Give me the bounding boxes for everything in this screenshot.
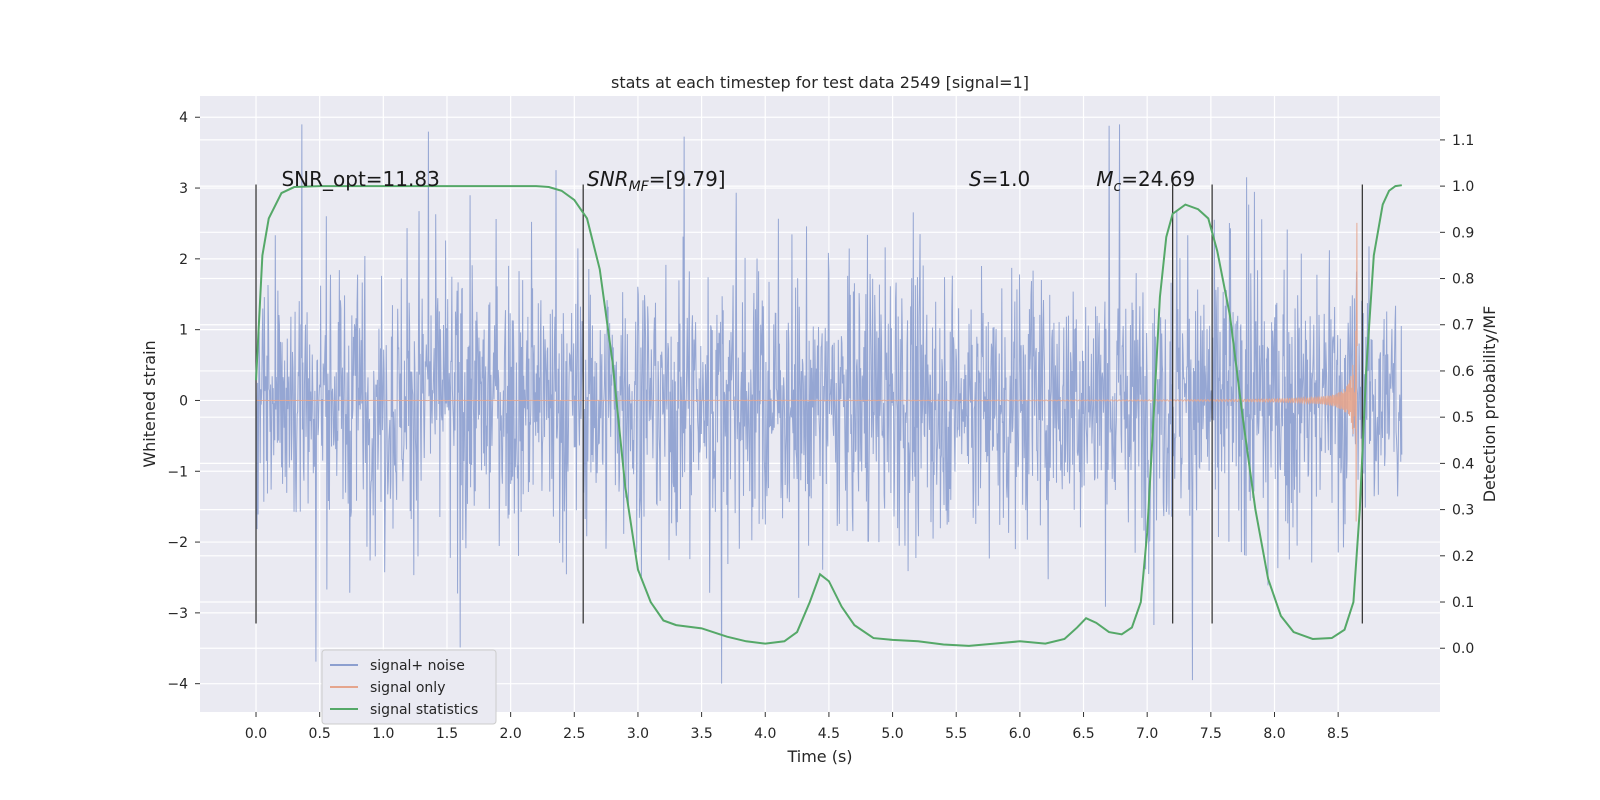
legend-label-signal-noise: signal+ noise: [370, 658, 465, 674]
y2-tick-label: 0.7: [1452, 318, 1474, 334]
annotation-s-value: S=1.0: [969, 167, 1030, 191]
y-tick-label: 3: [179, 181, 188, 197]
y-tick-label: 4: [179, 110, 188, 126]
annotations: SNR_opt=11.83 SNRMF=[9.79] S=1.0 Mc=24.69: [281, 167, 1195, 195]
y-tick-label: −2: [167, 535, 188, 551]
annotation-snr-mf: SNRMF=[9.79]: [587, 167, 726, 195]
y2-tick-label: 0.8: [1452, 272, 1474, 288]
x-tick-label: 1.0: [372, 726, 394, 742]
x-tick-label: 8.0: [1263, 726, 1285, 742]
x-tick-label: 2.5: [563, 726, 585, 742]
y2-tick-label: 0.9: [1452, 225, 1474, 241]
x-tick-label: 3.0: [627, 726, 649, 742]
y-axis-label: Whitened strain: [140, 340, 159, 467]
statistics-line: [255, 184, 1402, 647]
y2-tick-label: 0.6: [1452, 364, 1474, 380]
y2-tick-label: 0.5: [1452, 410, 1474, 426]
y2-tick-label: 1.1: [1452, 133, 1474, 149]
marker-lines: [255, 184, 1363, 624]
y2-tick-label: 1.0: [1452, 179, 1474, 195]
y-tick-label: −1: [167, 464, 188, 480]
annotation-chirp-mass: Mc=24.69: [1096, 167, 1195, 195]
chart-title: stats at each timestep for test data 254…: [611, 73, 1029, 92]
y2-axis-label: Detection probability/MF: [1480, 306, 1499, 503]
x-tick-label: 0.5: [309, 726, 331, 742]
x-tick-label: 6.0: [1009, 726, 1031, 742]
x-tick-label: 5.5: [945, 726, 967, 742]
y2-tick-label: 0.0: [1452, 641, 1474, 657]
annotation-snr-opt: SNR_opt=11.83: [281, 167, 439, 191]
x-tick-label: 0.0: [245, 726, 267, 742]
x-tick-label: 7.0: [1136, 726, 1158, 742]
x-axis-label: Time (s): [786, 747, 852, 766]
x-tick-label: 6.5: [1072, 726, 1094, 742]
y-tick-label: 1: [179, 323, 188, 339]
y-tick-label: 2: [179, 252, 188, 268]
y-tick-label: 0: [179, 393, 188, 409]
signal-trace: [255, 222, 1358, 522]
noise-trace: [255, 124, 1403, 684]
tick-labels: 0.0 0.5 1.0 1.5 2.0 2.5 3.0 3.5 4.0 4.5 5.0 5.5 6.0 6…: [167, 110, 1474, 742]
x-tick-label: 7.5: [1200, 726, 1222, 742]
x-tick-label: 4.5: [818, 726, 840, 742]
y2-tick-label: 0.2: [1452, 549, 1474, 565]
x-tick-label: 3.5: [690, 726, 712, 742]
x-tick-label: 8.5: [1327, 726, 1349, 742]
series-signal-only: [255, 222, 1358, 522]
y-tick-label: −4: [167, 677, 188, 693]
y2-tick-label: 0.1: [1452, 595, 1474, 611]
series-signal-statistics: [255, 184, 1402, 647]
x-tick-label: 4.0: [754, 726, 776, 742]
x-tick-label: 1.5: [436, 726, 458, 742]
y2-tick-label: 0.4: [1452, 456, 1474, 472]
legend: signal+ noise signal only signal statist…: [321, 649, 497, 725]
x-tick-label: 5.0: [881, 726, 903, 742]
series-signal-noise: [255, 124, 1403, 684]
y-tick-label: −3: [167, 606, 188, 622]
x-tick-label: 2.0: [500, 726, 522, 742]
legend-label-signal-only: signal only: [370, 680, 445, 696]
legend-box: [321, 649, 497, 725]
y2-tick-label: 0.3: [1452, 503, 1474, 519]
legend-label-signal-statistics: signal statistics: [370, 702, 478, 718]
